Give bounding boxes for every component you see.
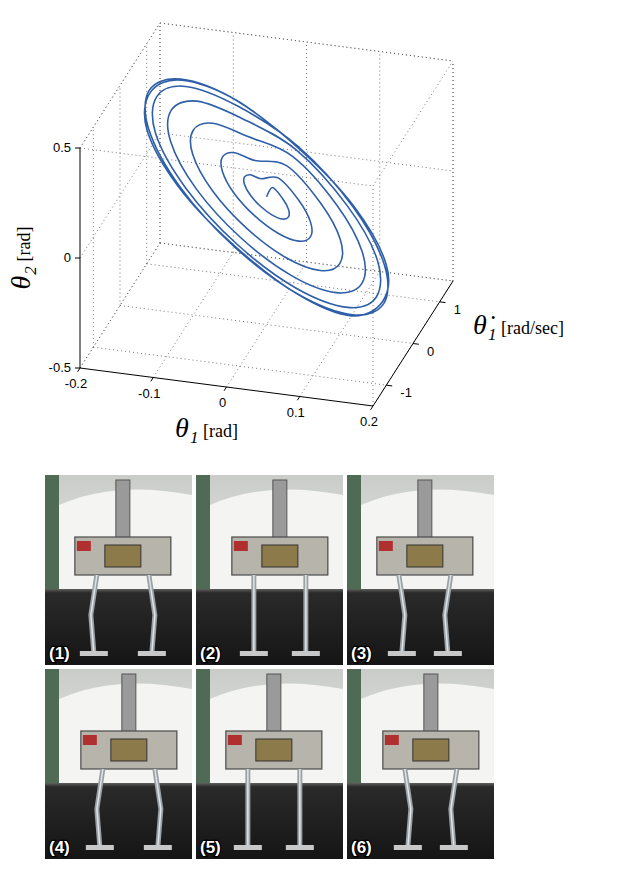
grid-line	[153, 253, 233, 378]
tick-label: 0.2	[360, 414, 378, 429]
box-edge	[453, 61, 454, 281]
grid-line	[379, 52, 380, 272]
grid-line	[146, 44, 147, 264]
grid-line	[160, 23, 453, 61]
tick-label: 0	[64, 250, 71, 265]
tick-label: 1	[454, 302, 461, 317]
axis-title: θ₂ [rad]	[5, 227, 36, 290]
photo	[196, 475, 343, 665]
grid-line	[93, 127, 94, 347]
axes: -0.2 -0.1 0 0.1 0.2 -1 0 1 -0.5 0 0.5	[49, 140, 461, 429]
tick	[413, 343, 419, 345]
grid	[80, 23, 453, 406]
tick-label: 0.1	[287, 405, 305, 420]
grid-line	[93, 347, 386, 385]
data	[144, 79, 388, 316]
axis-title: θ̇₁ [rad/sec]	[473, 309, 564, 340]
tick	[75, 368, 80, 369]
photo	[196, 669, 343, 859]
tick	[440, 301, 446, 303]
photo-label: (3)	[351, 644, 372, 663]
x-axis	[80, 368, 373, 406]
tick-label: -0.2	[65, 376, 87, 391]
figure: -0.2 -0.1 0 0.1 0.2 -1 0 1 -0.5 0 0.5 θ₁ [rad] θ₂ [r…	[0, 0, 618, 869]
photo	[347, 475, 494, 665]
photo-label: (4)	[49, 838, 70, 857]
tick	[297, 397, 299, 401]
box-edge	[373, 186, 374, 406]
photo-label: (2)	[200, 644, 221, 663]
tick-label: -0.1	[138, 386, 160, 401]
tick	[386, 385, 392, 387]
box-edge	[160, 23, 453, 61]
tick-label: -1	[400, 385, 412, 400]
grid-line	[227, 262, 307, 387]
grid-line	[120, 86, 121, 306]
tick	[151, 378, 153, 382]
tick	[224, 387, 226, 391]
tick	[371, 406, 373, 410]
chart: -0.2 -0.1 0 0.1 0.2 -1 0 1 -0.5 0 0.5 θ₁ [rad] θ₂ [r…	[5, 23, 564, 443]
grid-line	[120, 306, 413, 344]
tick-label: 0	[219, 395, 226, 410]
grid-line	[80, 133, 160, 258]
box-edge	[373, 61, 453, 186]
photo	[45, 475, 192, 665]
grid-line	[147, 264, 440, 302]
photo	[347, 669, 494, 859]
photo-label: (5)	[200, 838, 221, 857]
tick	[75, 148, 80, 149]
trajectory	[144, 79, 388, 316]
tick	[75, 258, 80, 259]
photo-grid: (1) (2) (3) (4) (5) (6)	[45, 475, 494, 859]
tick	[78, 368, 80, 372]
box-edge	[160, 243, 453, 281]
tick-label: 0.5	[53, 140, 71, 155]
photo-label: (6)	[351, 838, 372, 857]
grid-line	[300, 272, 380, 397]
tick-label: 0	[427, 344, 434, 359]
tick-label: -0.5	[49, 360, 71, 375]
grid-line	[160, 243, 453, 281]
box-edge	[160, 23, 161, 243]
photo	[45, 669, 192, 859]
grid-line	[160, 133, 453, 171]
axis-title: θ₁ [rad]	[175, 412, 238, 443]
grid-line	[233, 33, 234, 253]
photo-label: (1)	[49, 644, 70, 663]
